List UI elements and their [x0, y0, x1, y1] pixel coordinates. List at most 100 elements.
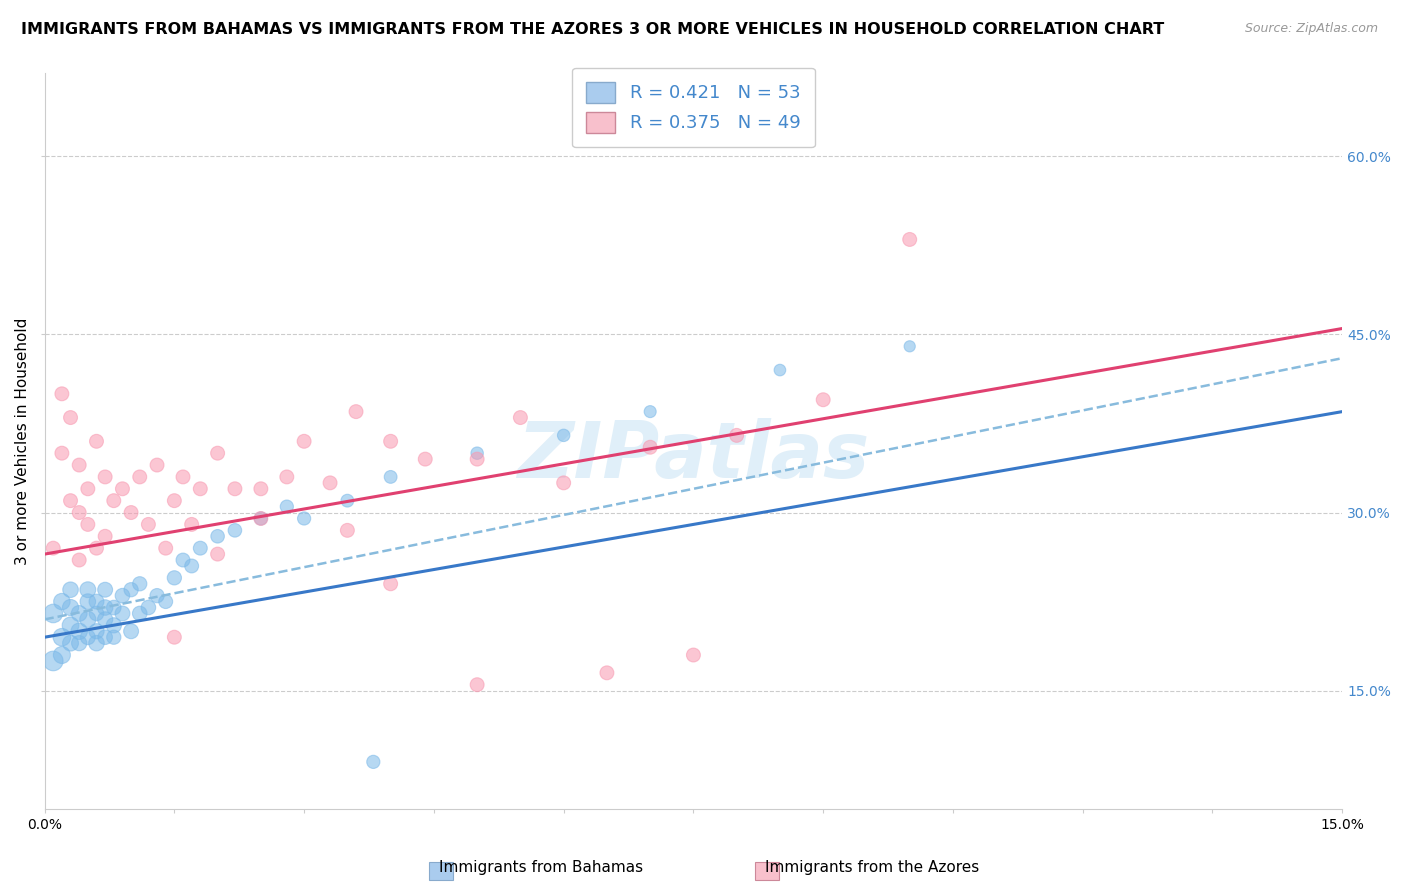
- Point: [76, 594, 98, 608]
- Y-axis label: 3 or more Vehicles in Household: 3 or more Vehicles in Household: [15, 318, 30, 565]
- Point: [103, 618, 125, 632]
- Point: [725, 428, 748, 442]
- Text: Immigrants from Bahamas: Immigrants from Bahamas: [439, 861, 644, 875]
- Point: [413, 452, 436, 467]
- Point: [111, 482, 134, 496]
- Point: [59, 618, 82, 632]
- Point: [59, 493, 82, 508]
- Point: [155, 541, 177, 556]
- Point: [94, 582, 117, 597]
- Point: [336, 493, 359, 508]
- Point: [276, 500, 298, 514]
- Point: [380, 470, 402, 484]
- Point: [67, 636, 90, 650]
- Point: [336, 524, 359, 538]
- Point: [86, 594, 108, 608]
- Point: [163, 571, 186, 585]
- Point: [553, 475, 575, 490]
- Text: IMMIGRANTS FROM BAHAMAS VS IMMIGRANTS FROM THE AZORES 3 OR MORE VEHICLES IN HOUS: IMMIGRANTS FROM BAHAMAS VS IMMIGRANTS FR…: [21, 22, 1164, 37]
- Point: [42, 654, 65, 668]
- Point: [67, 553, 90, 567]
- Point: [898, 339, 921, 353]
- Point: [138, 517, 160, 532]
- Point: [138, 600, 160, 615]
- Point: [94, 470, 117, 484]
- Point: [86, 624, 108, 639]
- Point: [380, 434, 402, 449]
- Point: [769, 363, 792, 377]
- Point: [811, 392, 834, 407]
- Point: [319, 475, 342, 490]
- Point: [51, 648, 73, 662]
- Point: [67, 607, 90, 621]
- Point: [51, 386, 73, 401]
- Point: [86, 636, 108, 650]
- Point: [465, 446, 488, 460]
- Point: [103, 493, 125, 508]
- Point: [224, 524, 246, 538]
- Point: [172, 553, 194, 567]
- Point: [86, 541, 108, 556]
- Point: [898, 232, 921, 246]
- Point: [51, 594, 73, 608]
- Point: [94, 630, 117, 644]
- Point: [553, 428, 575, 442]
- Text: ZIPatlas: ZIPatlas: [517, 418, 869, 494]
- Point: [111, 607, 134, 621]
- Point: [59, 582, 82, 597]
- Point: [380, 576, 402, 591]
- Point: [103, 600, 125, 615]
- Point: [363, 755, 385, 769]
- Point: [76, 482, 98, 496]
- Point: [180, 517, 202, 532]
- Point: [120, 506, 142, 520]
- Point: [76, 612, 98, 626]
- Point: [67, 506, 90, 520]
- Point: [344, 404, 367, 418]
- Point: [86, 607, 108, 621]
- Point: [146, 458, 169, 472]
- Point: [682, 648, 704, 662]
- Point: [188, 482, 211, 496]
- Text: Source: ZipAtlas.com: Source: ZipAtlas.com: [1244, 22, 1378, 36]
- Point: [638, 404, 661, 418]
- Point: [207, 446, 229, 460]
- Point: [465, 678, 488, 692]
- Point: [51, 630, 73, 644]
- Point: [276, 470, 298, 484]
- Point: [250, 482, 273, 496]
- Point: [638, 440, 661, 454]
- Point: [188, 541, 211, 556]
- Point: [224, 482, 246, 496]
- Point: [94, 612, 117, 626]
- Point: [94, 529, 117, 543]
- Point: [128, 576, 150, 591]
- Point: [292, 511, 315, 525]
- Point: [250, 511, 273, 525]
- Point: [120, 582, 142, 597]
- Point: [59, 600, 82, 615]
- Point: [163, 630, 186, 644]
- Point: [207, 529, 229, 543]
- Point: [42, 541, 65, 556]
- Point: [155, 594, 177, 608]
- Point: [94, 600, 117, 615]
- Point: [76, 582, 98, 597]
- Point: [59, 636, 82, 650]
- Point: [596, 665, 619, 680]
- Point: [103, 630, 125, 644]
- Point: [51, 446, 73, 460]
- Point: [76, 630, 98, 644]
- Point: [509, 410, 531, 425]
- Text: Immigrants from the Azores: Immigrants from the Azores: [765, 861, 979, 875]
- Point: [163, 493, 186, 508]
- Point: [111, 589, 134, 603]
- Point: [128, 470, 150, 484]
- Point: [172, 470, 194, 484]
- Point: [146, 589, 169, 603]
- Point: [67, 624, 90, 639]
- Point: [250, 511, 273, 525]
- Point: [59, 410, 82, 425]
- Point: [207, 547, 229, 561]
- Point: [292, 434, 315, 449]
